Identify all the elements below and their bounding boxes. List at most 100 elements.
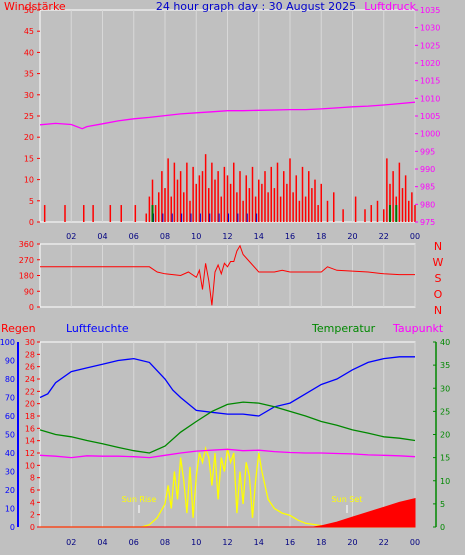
humidity-ytick-label: 80: [5, 375, 15, 384]
thermo-grid: [70, 342, 416, 527]
wind-ytick-label: 35: [24, 70, 34, 79]
temperature-ytick-label: 0: [440, 523, 445, 532]
rain-axis-label: Regen: [1, 322, 36, 335]
humidity-ytick-label: 30: [5, 468, 15, 477]
pressure-ytick-label: 1005: [420, 112, 440, 121]
wind-ytick-label: 30: [24, 91, 34, 100]
pressure-ytick-label: 1000: [420, 130, 440, 139]
wind-xtick-label: 08: [160, 232, 170, 241]
temperature-ytick-label: 20: [440, 431, 450, 440]
wind-xtick-label: 12: [222, 232, 232, 241]
rain-ytick-label: 18: [25, 412, 35, 421]
compass-label: N: [434, 304, 442, 317]
pressure-ytick-label: 1030: [420, 24, 440, 33]
rain-ytick-label: 24: [25, 375, 35, 384]
wind-ytick-label: 45: [24, 27, 34, 36]
thermo-xtick-label: 02: [66, 538, 76, 547]
thermo-xtick-label: 10: [191, 538, 201, 547]
wind-xtick-label: 20: [347, 232, 357, 241]
pressure-ytick-label: 980: [420, 200, 435, 209]
pressure-ytick-label: 975: [420, 218, 435, 227]
solar-line: [40, 446, 415, 528]
thermo-x-ticks: 02 04 06 08 10 12 14 16 18 20 22 00: [66, 538, 420, 547]
direction-ytick-label: 360: [19, 240, 34, 249]
pressure-line: [39, 101, 416, 130]
rain-ytick-label: 4: [30, 498, 35, 507]
temperature-ytick-label: 15: [440, 454, 450, 463]
temperature-line: [39, 401, 416, 454]
wind-xtick-label: 10: [191, 232, 201, 241]
pressure-axis-label: Luftdruck: [364, 0, 416, 13]
wind-ytick-label: 50: [24, 6, 34, 15]
wind-direction-line: [40, 244, 415, 306]
compass-label: O: [434, 288, 443, 301]
wind-xtick-label: 22: [379, 232, 389, 241]
wind-xtick-label: 00: [410, 232, 420, 241]
wind-axis-label: Windstärke: [4, 0, 66, 13]
compass-label: S: [435, 272, 442, 285]
wind-xtick-label: 06: [129, 232, 139, 241]
wind-ytick-label: 20: [24, 133, 34, 142]
temperature-ytick-label: 5: [440, 500, 445, 509]
wind-ytick-label: 40: [24, 48, 34, 57]
thermo-xtick-label: 18: [316, 538, 326, 547]
wind-bars: [43, 154, 416, 222]
pressure-ytick-label: 995: [420, 147, 435, 156]
thermo-xtick-label: 16: [285, 538, 295, 547]
wind-ytick-label: 10: [24, 176, 34, 185]
thermo-xtick-label: 12: [222, 538, 232, 547]
rain-ytick-label: 0: [30, 523, 35, 532]
temperature-ytick-label: 35: [440, 361, 450, 370]
humidity-ytick-label: 90: [5, 357, 15, 366]
chart-title: 24 hour graph day : 30 August 2025: [156, 0, 356, 13]
dewpoint-axis-label: Taupunkt: [392, 322, 444, 335]
temperature-ytick-label: 25: [440, 407, 450, 416]
wind-xtick-label: 14: [254, 232, 264, 241]
thermo-xtick-label: 22: [379, 538, 389, 547]
rain-area: [40, 497, 416, 528]
rain-ytick-label: 10: [25, 461, 35, 470]
thermo-xtick-label: 20: [347, 538, 357, 547]
wind-xtick-label: 16: [285, 232, 295, 241]
temperature-ytick-label: 40: [440, 338, 450, 347]
rain-ytick-label: 26: [25, 363, 35, 372]
rain-ytick-label: 20: [25, 400, 35, 409]
temperature-ytick-label: 10: [440, 477, 450, 486]
pressure-ytick-label: 985: [420, 183, 435, 192]
rain-ytick-label: 8: [30, 474, 35, 483]
temperature-axis-label: Temperatur: [311, 322, 376, 335]
direction-axis-left: 0 90 180 270 360: [19, 240, 40, 312]
humidity-axis: 0 10 20 30 40 50 60 70 80 90 100: [0, 338, 19, 532]
rain-ytick-label: 30: [25, 338, 35, 347]
rain-ytick-label: 12: [25, 449, 35, 458]
rain-ytick-label: 14: [25, 437, 35, 446]
thermo-xtick-label: 00: [410, 538, 420, 547]
rain-ytick-label: 16: [25, 424, 35, 433]
sunset-annotation: Sun Set: [332, 495, 363, 504]
rain-ytick-label: 28: [25, 350, 35, 359]
humidity-ytick-label: 10: [5, 505, 15, 514]
direction-grid: [70, 244, 416, 307]
thermo-xtick-label: 14: [254, 538, 264, 547]
pressure-ytick-label: 1035: [420, 6, 440, 15]
wind-ytick-label: 15: [24, 154, 34, 163]
dewpoint-line: [39, 448, 416, 459]
pressure-axis-right: 975 980 985 990 995 1000 1005 1010 1015 1020 1025 1…: [415, 6, 440, 227]
compass-label: W: [433, 256, 444, 269]
pressure-ytick-label: 1015: [420, 77, 440, 86]
compass-label: N: [434, 240, 442, 253]
rain-ytick-label: 2: [30, 511, 35, 520]
direction-ytick-label: 270: [19, 256, 34, 265]
wind-ytick-label: 25: [24, 112, 34, 121]
rain-ytick-label: 22: [25, 387, 35, 396]
humidity-ytick-label: 70: [5, 394, 15, 403]
humidity-ytick-label: 60: [5, 412, 15, 421]
pressure-ytick-label: 990: [420, 165, 435, 174]
wind-ytick-label: 5: [29, 197, 34, 206]
